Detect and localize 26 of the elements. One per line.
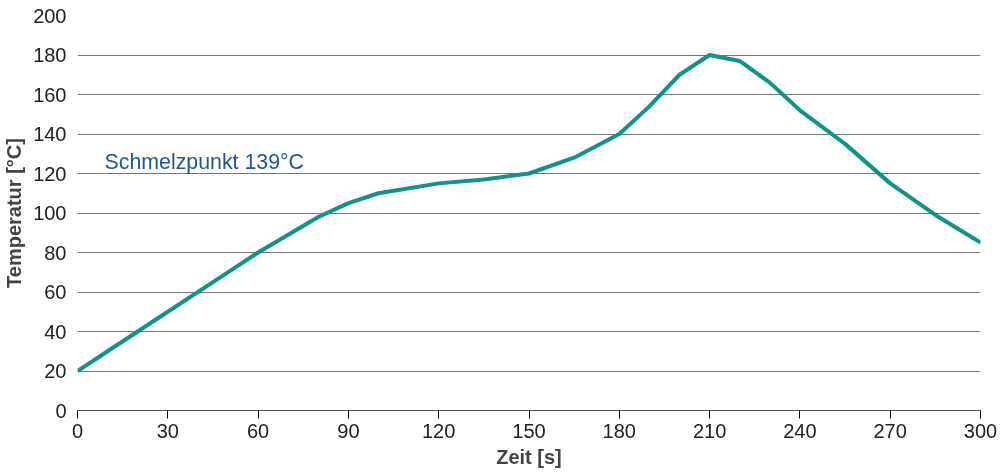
y-tick-label: 140 — [33, 123, 67, 145]
x-tick-label: 180 — [602, 419, 636, 442]
x-tick-label: 60 — [246, 419, 270, 442]
y-tick-label: 180 — [33, 44, 67, 66]
x-tick-label: 90 — [337, 419, 360, 442]
x-tick-label: 240 — [783, 419, 817, 442]
y-tick-label: 200 — [33, 4, 67, 27]
y-tick-label: 40 — [44, 320, 67, 343]
x-tick-label: 30 — [156, 419, 179, 442]
x-tick-label: 0 — [71, 419, 84, 442]
x-tick-label: 300 — [963, 419, 998, 442]
x-tick-label: 270 — [873, 419, 907, 442]
x-tick-label: 150 — [512, 419, 546, 442]
x-axis-title: Zeit [s] — [496, 445, 562, 468]
y-tick-label: 100 — [33, 202, 67, 224]
y-tick-label: 0 — [55, 399, 67, 422]
y-tick-label: 20 — [44, 360, 67, 382]
x-tick-label: 210 — [692, 419, 727, 442]
y-axis-title: Temperatur [°C] — [3, 138, 26, 288]
y-tick-label: 80 — [44, 241, 67, 264]
y-tick-label: 60 — [44, 281, 67, 303]
line-series — [77, 53, 981, 373]
annotation: Schmelzpunkt 139°C — [104, 149, 304, 174]
x-tick-label: 120 — [422, 419, 456, 442]
y-tick-label: 120 — [33, 162, 67, 185]
y-tick-label: 160 — [33, 83, 67, 106]
